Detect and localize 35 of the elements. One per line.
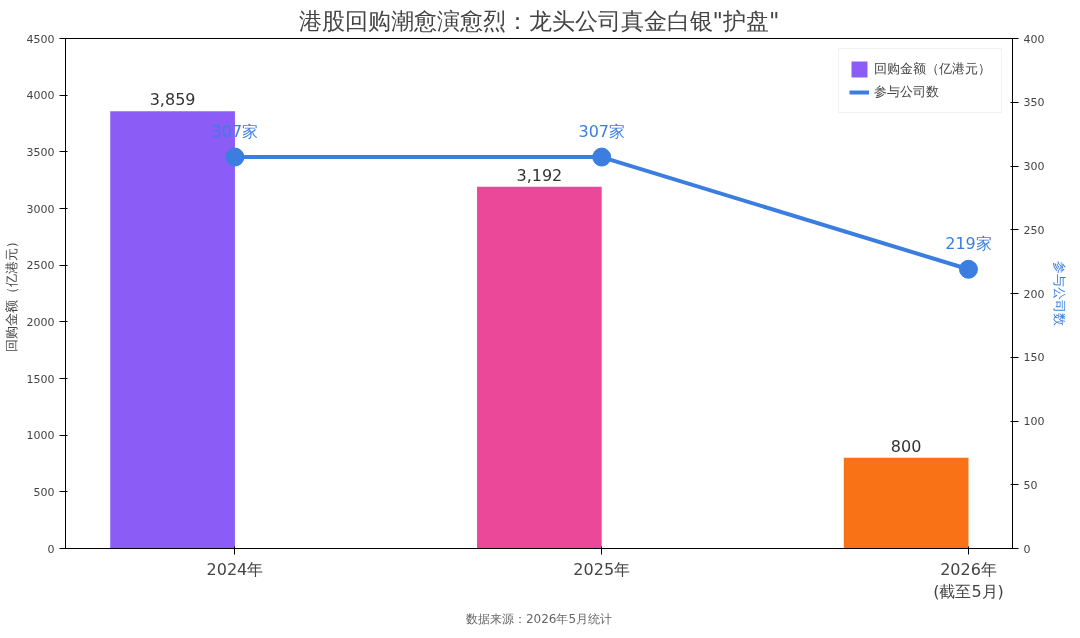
- y2-tick-label: 100: [1023, 415, 1045, 428]
- x-tick-label: 2026年 (截至5月): [933, 559, 1004, 602]
- y-tick-label: 4500: [26, 32, 55, 46]
- x-tick-label: 2024年: [206, 559, 264, 579]
- chart-title: 港股回购潮愈演愈烈：龙头公司真金白银"护盘": [298, 7, 780, 34]
- y-tick-label: 0: [47, 542, 55, 556]
- y-tick-label: 1500: [26, 372, 55, 386]
- bar: [843, 457, 969, 549]
- y-tick-label: 4000: [26, 89, 55, 103]
- y2-tick-label: 300: [1023, 160, 1045, 173]
- y-tick-label: 500: [33, 485, 55, 499]
- data-label: 307家: [578, 122, 625, 142]
- y-axis-title: 回购金额（亿港元）: [3, 235, 19, 352]
- data-label: 3,192: [516, 165, 563, 185]
- y-tick-label: 1000: [26, 429, 55, 443]
- legend-label: 参与公司数: [874, 83, 939, 101]
- y2-tick-label: 50: [1023, 478, 1038, 492]
- y2-tick-label: 400: [1023, 32, 1045, 46]
- y2-tick-label: 350: [1023, 96, 1045, 110]
- data-label: 219家: [945, 234, 992, 254]
- y-tick-label: 2000: [26, 315, 55, 329]
- source-note: 数据来源：2026年5月统计: [465, 611, 613, 626]
- y2-tick-label: 0: [1023, 542, 1031, 556]
- y-tick-label: 3000: [26, 202, 55, 216]
- x-tick-label: 2025年: [573, 559, 631, 579]
- y-tick-label: 2500: [26, 259, 55, 273]
- y-tick-label: 3500: [26, 145, 55, 159]
- data-label: 800: [890, 436, 922, 456]
- y2-tick-label: 250: [1023, 223, 1045, 237]
- bar: [477, 186, 602, 549]
- y2-tick-label: 150: [1023, 351, 1045, 365]
- data-label: 3,859: [149, 90, 196, 110]
- y2-axis-title: 参与公司数: [1052, 261, 1068, 326]
- legend-label: 回购金额（亿港元）: [874, 60, 991, 78]
- y2-tick-label: 200: [1023, 287, 1045, 301]
